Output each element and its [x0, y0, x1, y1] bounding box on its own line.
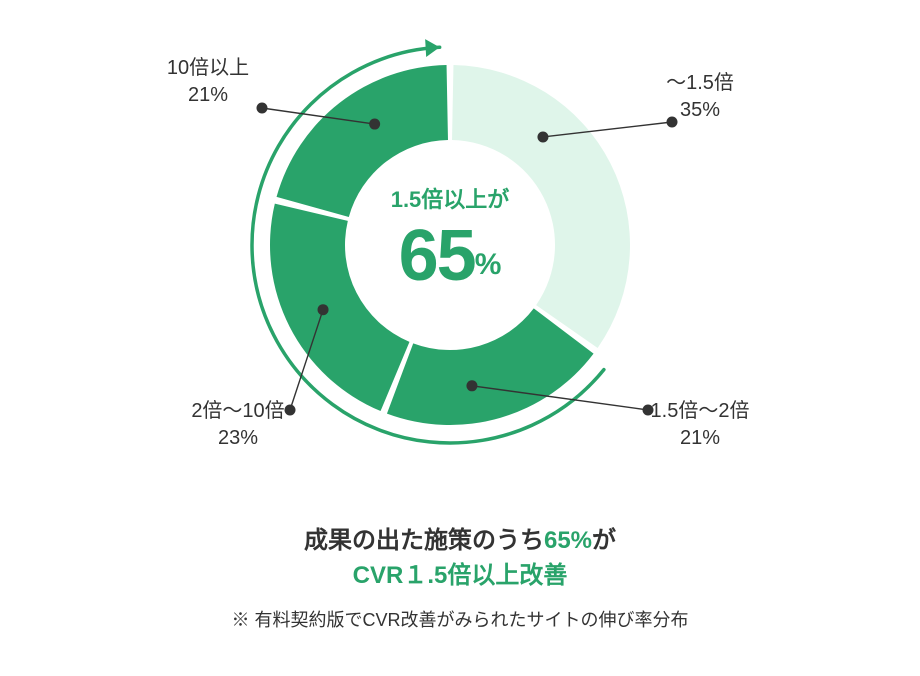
chart-stage: 1.5倍以上が 65% ～1.5倍 35% 1.5倍～2倍 21% 2倍～10倍… — [0, 0, 920, 676]
slice-label-2x-to-10x: 2倍～10倍 23% — [168, 398, 308, 452]
caption-line-1: 成果の出た施策のうち65%が — [0, 520, 920, 555]
slice-label-1-5x-to-2x: 1.5倍～2倍 21% — [630, 398, 770, 452]
chart-footnote: ※ 有料契約版でCVR改善がみられたサイトの伸び率分布 — [0, 606, 920, 632]
slice-label-upto-1-5x: ～1.5倍 35% — [630, 70, 770, 124]
slice-label-line2: 21% — [138, 82, 278, 109]
caption-line1-accent: 65% — [544, 527, 592, 554]
chart-caption: 成果の出た施策のうち65%が CVR１.5倍以上改善 — [0, 520, 920, 590]
caption-line1-pre: 成果の出た施策のうち — [304, 527, 544, 554]
center-value-row: 65% — [345, 213, 555, 299]
caption-line-2: CVR１.5倍以上改善 — [0, 555, 920, 590]
donut-center-label: 1.5倍以上が 65% — [345, 187, 555, 300]
outer-arrow-head — [425, 39, 439, 57]
caption-line1-post: が — [592, 527, 616, 554]
leader-dot-on-segment-1_5x_to_2x — [466, 380, 477, 391]
slice-label-line1: 10倍以上 — [138, 55, 278, 82]
leader-dot-on-segment-2x_to_10x — [318, 304, 329, 315]
footnote-text: ※ 有料契約版でCVR改善がみられたサイトの伸び率分布 — [231, 610, 688, 630]
leader-dot-on-segment-over_10x — [369, 119, 380, 130]
slice-label-over-10x: 10倍以上 21% — [138, 55, 278, 109]
center-percent-sign: % — [475, 247, 502, 283]
slice-label-line2: 21% — [630, 425, 770, 452]
slice-label-line1: ～1.5倍 — [630, 70, 770, 97]
center-top-text: 1.5倍以上が — [345, 187, 555, 213]
leader-dot-on-segment-upto_1_5x — [537, 131, 548, 142]
slice-label-line1: 2倍～10倍 — [168, 398, 308, 425]
slice-label-line2: 23% — [168, 425, 308, 452]
slice-label-line2: 35% — [630, 97, 770, 124]
slice-label-line1: 1.5倍～2倍 — [630, 398, 770, 425]
center-big-number: 65 — [399, 213, 475, 299]
